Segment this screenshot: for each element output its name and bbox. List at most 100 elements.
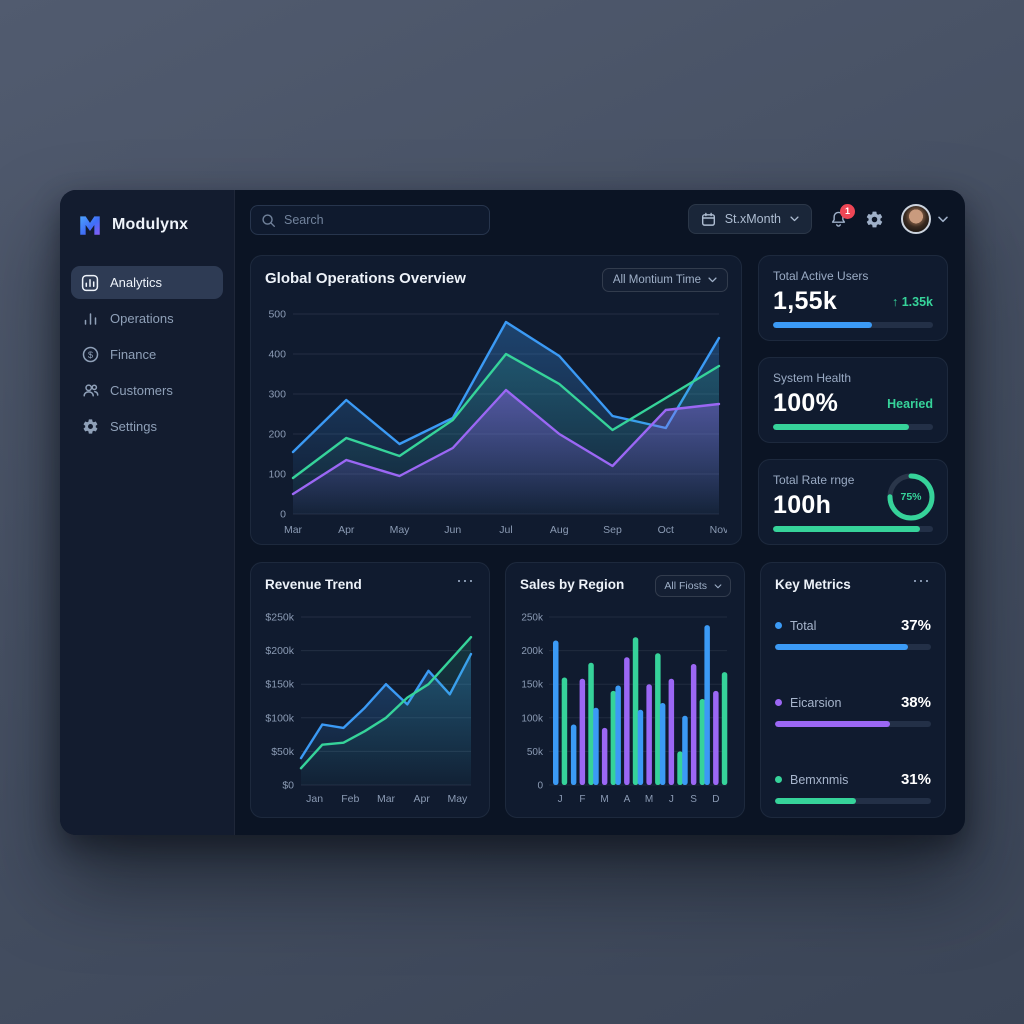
svg-text:200k: 200k <box>521 646 544 657</box>
user-menu[interactable] <box>901 204 948 234</box>
svg-text:M: M <box>645 794 653 805</box>
progress-fill <box>773 322 873 328</box>
svg-text:$250k: $250k <box>265 612 294 624</box>
svg-text:M: M <box>600 794 608 805</box>
metric-label: Total <box>790 618 817 633</box>
svg-text:Mar: Mar <box>377 793 396 805</box>
svg-text:150k: 150k <box>521 680 544 691</box>
svg-text:Mar: Mar <box>284 524 303 536</box>
metric-row-eicarsion: Eicarsion 38% <box>775 694 931 727</box>
svg-text:$: $ <box>87 350 92 360</box>
svg-text:A: A <box>624 794 631 805</box>
svg-text:Jun: Jun <box>444 524 461 536</box>
svg-text:Jan: Jan <box>306 793 323 805</box>
topbar-right: St.xMonth 1 <box>687 203 948 234</box>
svg-text:J: J <box>669 794 674 805</box>
stat-value: 1,55k <box>773 287 838 315</box>
gear-icon <box>866 211 883 227</box>
svg-text:Apr: Apr <box>338 524 355 536</box>
sidebar-nav: Analytics Operations $ Finance Customers <box>60 266 234 443</box>
svg-text:0: 0 <box>537 781 543 792</box>
rate-donut-gauge: 75% <box>883 469 939 525</box>
sidebar-item-customers[interactable]: Customers <box>71 374 223 407</box>
dots-menu-icon[interactable]: ⋯ <box>456 571 475 591</box>
stat-delta: ↑ 1.35k <box>891 294 933 309</box>
chevron-down-icon <box>708 277 717 283</box>
svg-text:$0: $0 <box>282 780 294 792</box>
dots-menu-icon[interactable]: ⋯ <box>912 571 931 591</box>
operations-line-chart: 0 100 200 300 400 500 Mar Apr May Jun Jul Aug Sep Oct… <box>263 306 729 543</box>
card-title: Revenue Trend <box>265 577 362 592</box>
sidebar-item-operations[interactable]: Operations <box>71 302 223 335</box>
overview-filter-label: All Montium Time <box>612 274 701 286</box>
progress-track <box>775 644 931 650</box>
svg-text:J: J <box>558 794 563 805</box>
chevron-down-icon <box>790 216 799 222</box>
metric-value: 37% <box>900 617 931 634</box>
search-input[interactable] <box>284 213 479 227</box>
metric-row-bemxnmis: Bemxnmis 31% <box>775 771 931 804</box>
operations-bars-icon <box>81 310 99 327</box>
calendar-icon <box>701 212 716 227</box>
sidebar-item-settings[interactable]: Settings <box>71 410 223 443</box>
stat-status: Hearied <box>887 396 933 411</box>
svg-text:$200k: $200k <box>265 645 294 657</box>
svg-text:S: S <box>690 794 697 805</box>
sidebar-item-finance[interactable]: $ Finance <box>71 338 223 371</box>
svg-text:100k: 100k <box>521 713 544 724</box>
sidebar-item-label: Operations <box>110 311 174 326</box>
svg-text:$50k: $50k <box>271 746 295 758</box>
sales-by-region-card: Sales by Region All Fiosts 0 50k 100k 150k 2… <box>505 562 745 818</box>
search-box[interactable] <box>250 205 490 235</box>
system-health-card: System Health 100% Hearied <box>758 357 948 443</box>
date-range-dropdown[interactable]: St.xMonth <box>687 204 812 234</box>
metric-value: 31% <box>900 771 931 788</box>
svg-text:250k: 250k <box>521 613 544 624</box>
total-active-users-card: Total Active Users 1,55k ↑ 1.35k <box>758 255 948 341</box>
svg-text:May: May <box>390 524 411 536</box>
customers-icon <box>81 382 99 399</box>
gear-icon <box>81 418 99 435</box>
svg-text:Aug: Aug <box>550 524 569 536</box>
svg-text:Apr: Apr <box>414 793 431 805</box>
svg-text:$100k: $100k <box>265 712 294 724</box>
svg-text:$150k: $150k <box>265 679 294 691</box>
stat-title: System Health <box>773 371 852 385</box>
progress-track <box>775 798 931 804</box>
progress-track <box>773 322 933 328</box>
revenue-trend-card: Revenue Trend ⋯ $0 $50k $100k $150k $200k $25… <box>250 562 490 818</box>
stat-title: Total Active Users <box>773 269 869 283</box>
brand: Modulynx <box>60 190 234 238</box>
sidebar: Modulynx Analytics Operations $ Finance <box>60 190 235 835</box>
progress-fill <box>775 721 891 727</box>
settings-gear-button[interactable] <box>865 210 884 229</box>
sidebar-item-label: Analytics <box>110 275 163 290</box>
progress-fill <box>775 644 908 650</box>
metric-dot <box>775 622 782 629</box>
svg-text:200: 200 <box>268 429 286 441</box>
sales-filter-dropdown[interactable]: All Fiosts <box>655 575 731 597</box>
key-metrics-card: Key Metrics ⋯ Total 37% Eicarsion 38% <box>760 562 946 818</box>
overview-filter-dropdown[interactable]: All Montium Time <box>601 268 728 292</box>
global-operations-card: Global Operations Overview All Montium T… <box>250 255 742 545</box>
metric-row-total: Total 37% <box>775 617 931 650</box>
donut-ring <box>883 469 939 530</box>
stat-title: Total Rate rnge <box>773 473 855 487</box>
svg-text:Feb: Feb <box>341 793 359 805</box>
progress-fill <box>775 798 857 804</box>
svg-text:500: 500 <box>268 309 286 321</box>
metric-label: Bemxnmis <box>790 772 849 787</box>
donut-label: 75% <box>900 491 922 503</box>
progress-track <box>775 721 931 727</box>
svg-text:0: 0 <box>280 509 286 521</box>
card-title: Sales by Region <box>520 577 625 592</box>
notifications-button[interactable]: 1 <box>829 203 855 229</box>
svg-text:400: 400 <box>268 349 286 361</box>
sidebar-item-label: Customers <box>110 383 173 398</box>
svg-text:F: F <box>579 794 585 805</box>
sidebar-item-analytics[interactable]: Analytics <box>71 266 223 299</box>
sales-filter-label: All Fiosts <box>664 580 707 592</box>
brand-name: Modulynx <box>112 216 189 233</box>
notification-badge: 1 <box>840 203 855 219</box>
progress-track <box>773 526 933 532</box>
